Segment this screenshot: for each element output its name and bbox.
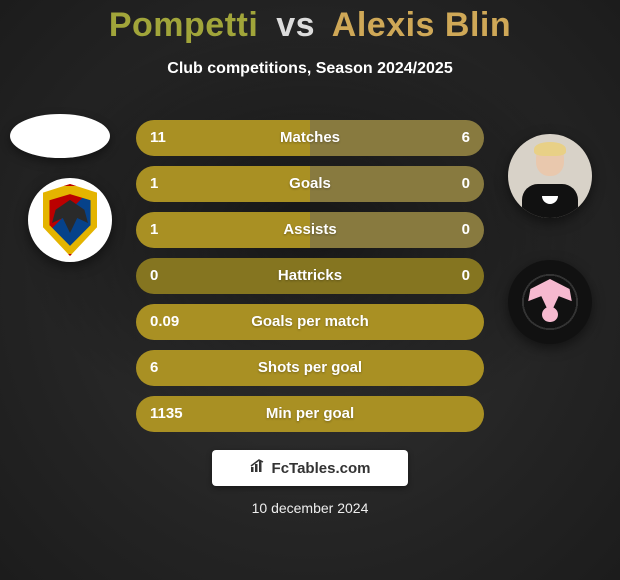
stat-label: Assists (136, 212, 484, 248)
palermo-crest-icon (518, 270, 582, 334)
stat-row: 6Shots per goal (136, 350, 484, 386)
page-title: Pompetti vs Alexis Blin (0, 6, 620, 45)
stat-row: 10Goals (136, 166, 484, 202)
stat-label: Matches (136, 120, 484, 156)
stat-label: Goals per match (136, 304, 484, 340)
title-vs: vs (268, 6, 323, 44)
brand-footer[interactable]: FcTables.com (212, 450, 408, 486)
catanzaro-crest-icon (40, 184, 100, 256)
stat-label: Hattricks (136, 258, 484, 294)
title-player1: Pompetti (109, 6, 258, 44)
stat-label: Shots per goal (136, 350, 484, 386)
player2-avatar (508, 134, 592, 218)
stat-label: Min per goal (136, 396, 484, 432)
subtitle: Club competitions, Season 2024/2025 (0, 60, 620, 78)
footer-date: 10 december 2024 (0, 500, 620, 516)
stat-row: 10Assists (136, 212, 484, 248)
chart-icon (250, 458, 266, 478)
player1-avatar-placeholder (10, 114, 110, 158)
stat-label: Goals (136, 166, 484, 202)
player1-club-badge (28, 178, 112, 262)
stat-row: 116Matches (136, 120, 484, 156)
stats-table: 116Matches 10Goals 10Assists 00Hattricks 0.0… (136, 120, 484, 442)
player2-club-badge (508, 260, 592, 344)
brand-label: FcTables.com (272, 460, 371, 477)
stat-row: 1135Min per goal (136, 396, 484, 432)
stat-row: 00Hattricks (136, 258, 484, 294)
title-player2: Alexis Blin (332, 6, 511, 44)
stat-row: 0.09Goals per match (136, 304, 484, 340)
